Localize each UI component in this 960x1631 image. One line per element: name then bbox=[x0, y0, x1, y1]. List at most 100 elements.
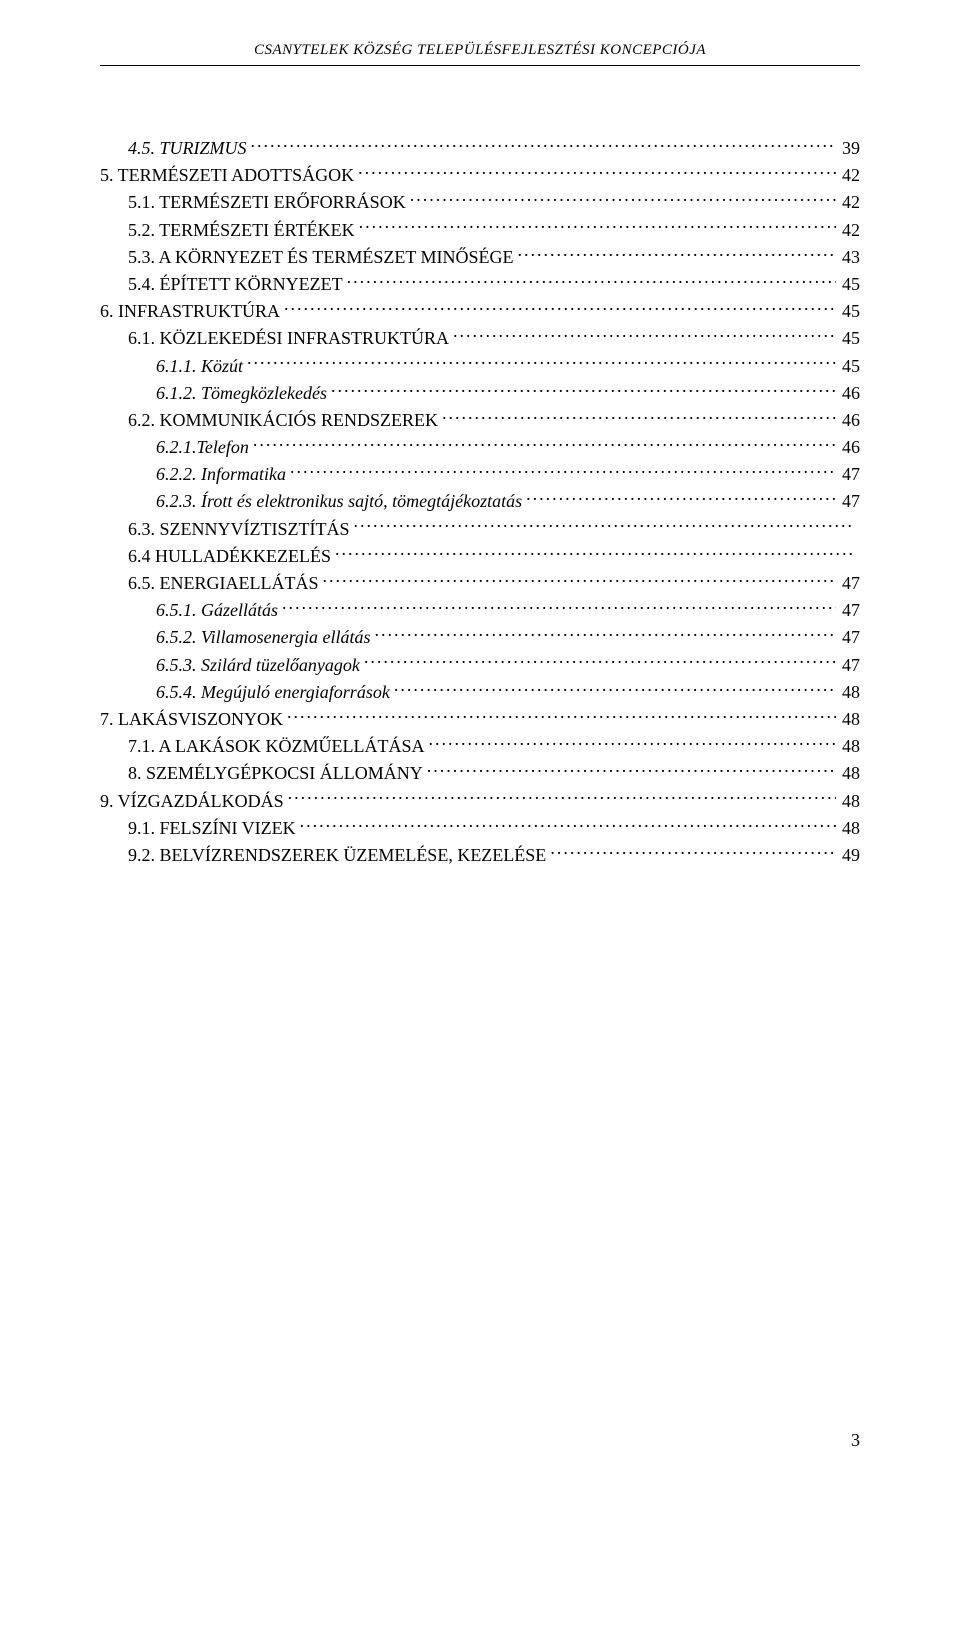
toc-leader-dots bbox=[284, 299, 836, 317]
toc-label: 6.1.2. Tömegközlekedés bbox=[156, 381, 331, 406]
toc-page-number: 45 bbox=[836, 299, 860, 324]
toc-label: 6.3. SZENNYVÍZTISZTÍTÁS bbox=[128, 517, 353, 542]
toc-leader-dots bbox=[353, 517, 854, 535]
toc-label: 9.2. BELVÍZRENDSZEREK ÜZEMELÉSE, KEZELÉS… bbox=[128, 843, 550, 868]
toc-leader-dots bbox=[358, 163, 836, 181]
toc-page-number: 42 bbox=[836, 190, 860, 215]
toc-page-number: 46 bbox=[836, 381, 860, 406]
toc-entry: 9. VÍZGAZDÁLKODÁS 48 bbox=[100, 789, 860, 814]
toc-entry: 6.5.3. Szilárd tüzelőanyagok 47 bbox=[100, 653, 860, 678]
toc-page-number: 45 bbox=[836, 272, 860, 297]
toc-leader-dots bbox=[442, 408, 836, 426]
toc-leader-dots bbox=[282, 598, 836, 616]
toc-label: 6.1. KÖZLEKEDÉSI INFRASTRUKTÚRA bbox=[128, 326, 453, 351]
toc-entry: 5.2. TERMÉSZETI ÉRTÉKEK42 bbox=[100, 218, 860, 243]
toc-entry: 9.1. FELSZÍNI VIZEK 48 bbox=[100, 816, 860, 841]
toc-leader-dots bbox=[427, 761, 836, 779]
toc-entry: 5. TERMÉSZETI ADOTTSÁGOK 42 bbox=[100, 163, 860, 188]
toc-entry: 6.1. KÖZLEKEDÉSI INFRASTRUKTÚRA 45 bbox=[100, 326, 860, 351]
toc-page-number: 45 bbox=[836, 326, 860, 351]
toc-label: 6.4 HULLADÉKKEZELÉS bbox=[128, 544, 335, 569]
toc-entry: 5.4. ÉPÍTETT KÖRNYEZET 45 bbox=[100, 272, 860, 297]
toc-label: 5.2. TERMÉSZETI ÉRTÉKEK bbox=[128, 218, 359, 243]
toc-entry: 4.5. TURIZMUS 39 bbox=[100, 136, 860, 161]
toc-label: 5.4. ÉPÍTETT KÖRNYEZET bbox=[128, 272, 347, 297]
toc-label: 5.1. TERMÉSZETI ERŐFORRÁSOK bbox=[128, 190, 410, 215]
toc-label: 6.5. ENERGIAELLÁTÁS bbox=[128, 571, 322, 596]
toc-label: 6.2.2. Informatika bbox=[156, 462, 290, 487]
page-header: CSANYTELEK KÖZSÉG TELEPÜLÉSFEJLESZTÉSI K… bbox=[100, 40, 860, 66]
toc-label: 6. INFRASTRUKTÚRA bbox=[100, 299, 284, 324]
toc-label: 6.5.2. Villamosenergia ellátás bbox=[156, 625, 374, 650]
toc-leader-dots bbox=[290, 462, 836, 480]
toc-leader-dots bbox=[300, 816, 836, 834]
toc-entry: 6.4 HULLADÉKKEZELÉS bbox=[100, 544, 860, 569]
toc-leader-dots bbox=[331, 381, 836, 399]
toc-leader-dots bbox=[322, 571, 836, 589]
toc-label: 9.1. FELSZÍNI VIZEK bbox=[128, 816, 300, 841]
toc-page-number: 47 bbox=[836, 653, 860, 678]
toc-page-number: 45 bbox=[836, 354, 860, 379]
toc-entry: 7.1. A LAKÁSOK KÖZMŰELLÁTÁSA 48 bbox=[100, 734, 860, 759]
toc-leader-dots bbox=[335, 544, 854, 562]
page-number: 3 bbox=[100, 1428, 860, 1453]
toc-page-number: 48 bbox=[836, 680, 860, 705]
toc-leader-dots bbox=[251, 136, 836, 154]
toc-label: 6.5.4. Megújuló energiaforrások bbox=[156, 680, 394, 705]
toc-page-number: 48 bbox=[836, 816, 860, 841]
toc-page-number: 48 bbox=[836, 761, 860, 786]
toc-leader-dots bbox=[288, 789, 836, 807]
toc-entry: 6.5.1. Gázellátás 47 bbox=[100, 598, 860, 623]
toc-leader-dots bbox=[287, 707, 836, 725]
toc-entry: 6.2.1.Telefon 46 bbox=[100, 435, 860, 460]
toc-label: 5.3. A KÖRNYEZET ÉS TERMÉSZET MINŐSÉGE bbox=[128, 245, 518, 270]
toc-label: 5. TERMÉSZETI ADOTTSÁGOK bbox=[100, 163, 358, 188]
toc-page-number: 48 bbox=[836, 734, 860, 759]
toc-page-number: 48 bbox=[836, 707, 860, 732]
toc-label: 6.1.1. Közút bbox=[156, 354, 247, 379]
toc-entry: 6.1.2. Tömegközlekedés 46 bbox=[100, 381, 860, 406]
toc-leader-dots bbox=[347, 272, 836, 290]
toc-entry: 6.3. SZENNYVÍZTISZTÍTÁS bbox=[100, 517, 860, 542]
toc-leader-dots bbox=[453, 326, 836, 344]
toc-leader-dots bbox=[247, 354, 836, 372]
toc-entry: 6.2.3. Írott és elektronikus sajtó, töme… bbox=[100, 489, 860, 514]
toc-page-number: 47 bbox=[836, 571, 860, 596]
toc-entry: 6.5.4. Megújuló energiaforrások 48 bbox=[100, 680, 860, 705]
toc-page-number: 39 bbox=[836, 136, 860, 161]
toc-entry: 6. INFRASTRUKTÚRA 45 bbox=[100, 299, 860, 324]
toc-label: 8. SZEMÉLYGÉPKOCSI ÁLLOMÁNY bbox=[128, 761, 427, 786]
toc-page-number: 43 bbox=[836, 245, 860, 270]
toc-label: 6.2.3. Írott és elektronikus sajtó, töme… bbox=[156, 489, 526, 514]
toc-leader-dots bbox=[429, 734, 837, 752]
toc-label: 7. LAKÁSVISZONYOK bbox=[100, 707, 287, 732]
toc-leader-dots bbox=[550, 843, 836, 861]
toc-page-number: 46 bbox=[836, 435, 860, 460]
toc-page-number: 47 bbox=[836, 598, 860, 623]
toc-label: 6.5.1. Gázellátás bbox=[156, 598, 282, 623]
toc-entry: 6.2.2. Informatika 47 bbox=[100, 462, 860, 487]
toc-leader-dots bbox=[526, 489, 836, 507]
toc-page-number: 46 bbox=[836, 408, 860, 433]
toc-page-number: 48 bbox=[836, 789, 860, 814]
toc-leader-dots bbox=[359, 218, 836, 236]
toc-entry: 6.1.1. Közút 45 bbox=[100, 354, 860, 379]
toc-entry: 5.1. TERMÉSZETI ERŐFORRÁSOK 42 bbox=[100, 190, 860, 215]
toc-page-number: 47 bbox=[836, 489, 860, 514]
toc-entry: 5.3. A KÖRNYEZET ÉS TERMÉSZET MINŐSÉGE 43 bbox=[100, 245, 860, 270]
toc-leader-dots bbox=[374, 625, 836, 643]
toc-leader-dots bbox=[518, 245, 836, 263]
toc-label: 6.5.3. Szilárd tüzelőanyagok bbox=[156, 653, 364, 678]
table-of-contents: 4.5. TURIZMUS395. TERMÉSZETI ADOTTSÁGOK4… bbox=[100, 136, 860, 868]
toc-leader-dots bbox=[394, 680, 836, 698]
toc-leader-dots bbox=[253, 435, 836, 453]
toc-page-number: 42 bbox=[836, 163, 860, 188]
toc-page-number: 49 bbox=[836, 843, 860, 868]
toc-page-number: 47 bbox=[836, 462, 860, 487]
toc-label: 7.1. A LAKÁSOK KÖZMŰELLÁTÁSA bbox=[128, 734, 429, 759]
toc-label: 4.5. TURIZMUS bbox=[128, 136, 251, 161]
toc-page-number: 47 bbox=[836, 625, 860, 650]
toc-label: 6.2.1.Telefon bbox=[156, 435, 253, 460]
toc-entry: 6.5.2. Villamosenergia ellátás 47 bbox=[100, 625, 860, 650]
toc-label: 9. VÍZGAZDÁLKODÁS bbox=[100, 789, 288, 814]
